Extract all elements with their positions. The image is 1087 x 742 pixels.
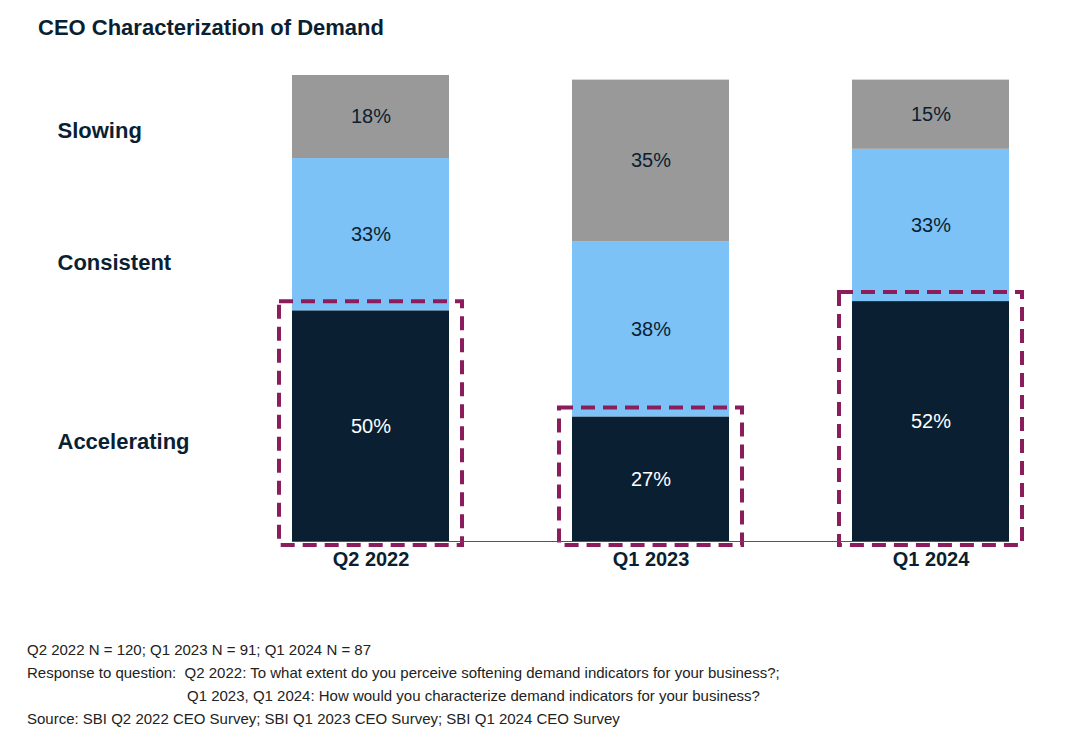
html-text:Response to question: Q2 2022:: Response to question: Q2 2022: To what e… [27, 664, 780, 681]
svg-text:Q1 2024: Q1 2024 [893, 548, 971, 570]
html-text:Q2 2022 N = 120; Q1 2023 N = 9: Q2 2022 N = 120; Q1 2023 N = 91; Q1 2024… [27, 641, 371, 658]
svg-text:Q1 2023: Q1 2023 [613, 548, 690, 570]
svg-text:38%: 38% [631, 318, 671, 340]
svg-text:33%: 33% [351, 223, 391, 245]
svg-text:52%: 52% [911, 410, 951, 432]
html-text:CEO Characterization of Demand: CEO Characterization of Demand [38, 15, 384, 40]
svg-text:Q2 2022: Q2 2022 [333, 548, 410, 570]
html-text:Q1 2023, Q1 2024: How would yo: Q1 2023, Q1 2024: How would you characte… [187, 687, 760, 704]
svg-text:Accelerating: Accelerating [58, 429, 190, 454]
svg-text:18%: 18% [351, 105, 391, 127]
svg-text:35%: 35% [631, 149, 671, 171]
svg-text:50%: 50% [351, 415, 391, 437]
svg-text:15%: 15% [911, 103, 951, 125]
svg-text:Slowing: Slowing [58, 118, 142, 143]
svg-text:Consistent: Consistent [58, 250, 172, 275]
svg-text:33%: 33% [911, 214, 951, 236]
html-text:Source: SBI Q2 2022 CEO Survey: Source: SBI Q2 2022 CEO Survey; SBI Q1 2… [27, 710, 620, 727]
svg-text:27%: 27% [631, 468, 671, 490]
